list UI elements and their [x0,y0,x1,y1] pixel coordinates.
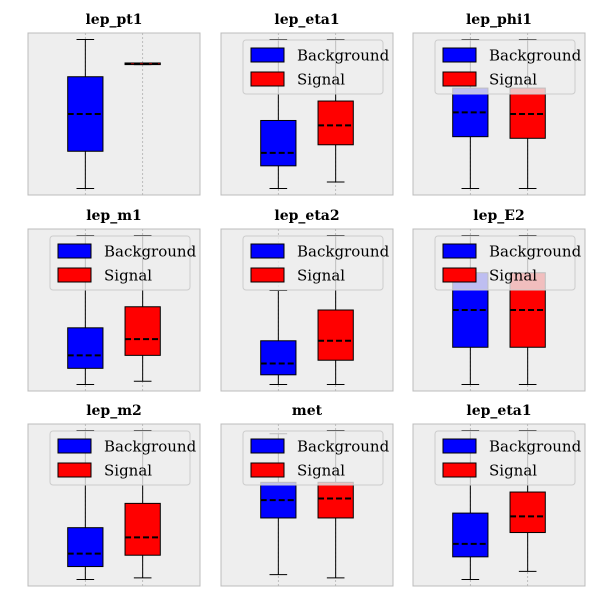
chart-panel: lep_m2 Background Signal [27,403,201,587]
legend-swatch [442,71,477,87]
chart-panel: met Background Signal [220,403,394,587]
box [260,119,297,167]
panel-title: lep_phi1 [466,12,532,28]
legend: Background Signal [434,235,582,291]
box [317,481,354,519]
box [67,527,104,568]
legend-label: Signal [297,71,345,89]
legend-label: Background [297,47,390,65]
panel-title: met [292,403,323,419]
chart-panel: lep_eta1 Background Signal [220,12,394,196]
legend-label: Background [489,438,582,456]
legend: Background Signal [434,39,582,95]
panel-title: lep_pt1 [85,12,142,28]
chart-panel: lep_phi1 Background Signal [412,12,586,196]
legend-swatch [57,438,92,454]
box [260,340,297,376]
legend-swatch [250,438,285,454]
legend: Background Signal [49,430,197,486]
box [317,100,354,146]
legend: Background Signal [242,430,390,486]
legend-label: Signal [489,71,537,89]
legend-label: Signal [489,267,537,285]
legend: Background Signal [242,39,390,95]
panel-title: lep_eta1 [466,403,531,419]
box [509,491,546,534]
legend-swatch [442,462,477,478]
legend-swatch [250,462,285,478]
legend-swatch [57,462,92,478]
chart-panel: lep_eta1 Background Signal [412,403,586,587]
legend-label: Background [489,243,582,261]
panel-title: lep_eta1 [274,12,339,28]
panel-title: lep_m2 [86,403,142,419]
legend-swatch [442,47,477,63]
legend-label: Background [104,243,197,261]
legend-label: Signal [297,462,345,480]
box [124,306,161,356]
legend: Background Signal [434,430,582,486]
legend-swatch [442,438,477,454]
box [124,502,161,556]
plot-area [27,32,201,196]
legend-label: Background [489,47,582,65]
legend-swatch [250,267,285,283]
legend-swatch [57,267,92,283]
box [452,512,489,558]
panel-title: lep_m1 [86,208,142,224]
legend-swatch [250,71,285,87]
chart-panel: lep_eta2 Background Signal [220,208,394,392]
panel-title: lep_E2 [473,208,524,224]
legend-swatch [442,267,477,283]
legend-swatch [250,243,285,259]
legend-swatch [442,243,477,259]
chart-panel: lep_E2 Background Signal [412,208,586,392]
legend-label: Signal [104,267,152,285]
legend-label: Background [297,243,390,261]
legend-label: Signal [104,462,152,480]
box [317,309,354,361]
legend-label: Signal [297,267,345,285]
legend-label: Signal [489,462,537,480]
legend: Background Signal [242,235,390,291]
legend-label: Background [104,438,197,456]
legend-swatch [250,47,285,63]
chart-panel: lep_m1 Background Signal [27,208,201,392]
panel-title: lep_eta2 [274,208,339,224]
legend: Background Signal [49,235,197,291]
box [67,327,104,369]
chart-panel: lep_pt1 [27,12,201,196]
legend-label: Background [297,438,390,456]
legend-swatch [57,243,92,259]
